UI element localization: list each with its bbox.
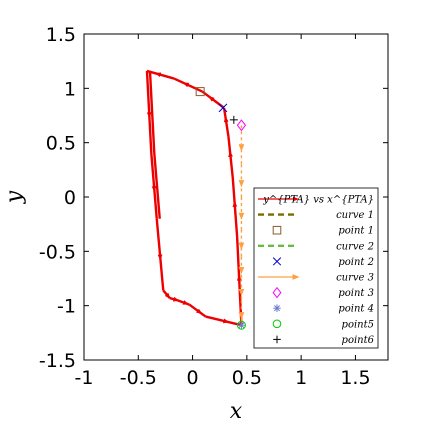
legend: y^{PTA} vs x^{PTA} curve 1 point 1 curve 2 p… [253,187,379,349]
y-tick-label: 1.5 [46,24,76,46]
y-tick-label: 1 [64,78,76,100]
legend-label: y^{PTA} vs x^{PTA} [262,195,374,206]
x-axis-label: x [230,399,243,424]
series-layer [145,69,247,330]
legend-entry: point6 [273,335,375,346]
y-tick-label: -1.5 [39,350,76,372]
y-axis-label: y [2,190,27,204]
segment [153,153,161,219]
direction-arrow [154,72,162,78]
series-point-3-marker [236,119,247,132]
series-point-4-marker [237,321,246,330]
legend-box [253,187,379,349]
legend-sample [272,257,282,266]
x-tick-label: 0 [187,367,199,389]
direction-arrow [208,96,215,102]
legend-entry: point 1 [272,225,374,237]
legend-label: point 3 [338,288,374,299]
x-tick-label: 1.5 [340,367,370,389]
direction-arrow [196,308,203,315]
legend-sample [272,319,282,329]
direction-arrow [172,296,180,302]
y-tick-label: -0.5 [39,241,76,263]
y-axis: -1.5 -1 -0.5 0 0.5 1 1.5 [39,24,388,372]
y-tick-label: -1 [57,296,76,318]
direction-arrow [182,300,189,305]
x-tick-label: -1 [75,367,94,389]
legend-sample [273,335,281,344]
x-axis: -1 -0.5 0 0.5 1 1.5 [75,34,371,389]
legend-entry: point5 [272,319,374,330]
legend-label: curve 2 [336,241,374,252]
legend-entry: curve 2 [258,241,374,252]
legend-label: point5 [342,319,374,330]
legend-label: point 4 [338,304,374,315]
direction-arrow [222,318,230,324]
legend-entry: y^{PTA} vs x^{PTA} [258,195,374,206]
legend-sample [272,286,282,299]
legend-label: point 1 [338,226,374,237]
direction-arrow [164,292,171,299]
legend-label: point6 [342,335,375,346]
legend-label: point 2 [338,257,374,268]
series-point6-marker [229,115,238,124]
legend-entry: point 3 [272,286,374,299]
legend-label: curve 3 [336,273,374,284]
series-point5-marker [236,320,246,330]
x-tick-label: 1 [295,367,307,389]
direction-arrow [182,82,190,88]
legend-entry: curve 1 [258,210,374,221]
series-point-1-marker [195,87,205,97]
y-tick-label: 0.5 [46,133,76,155]
x-tick-label: 0.5 [232,367,262,389]
series-point-2-marker [218,103,228,113]
legend-sample [273,304,281,312]
segment [148,70,156,154]
legend-entry: point 4 [273,304,374,315]
legend-sample [272,225,282,235]
legend-label: curve 1 [336,210,374,221]
y-tick-label: 0 [64,187,76,209]
legend-entry: curve 3 [258,273,374,284]
x-tick-label: -0.5 [120,367,157,389]
legend-entry: point 2 [272,257,374,268]
